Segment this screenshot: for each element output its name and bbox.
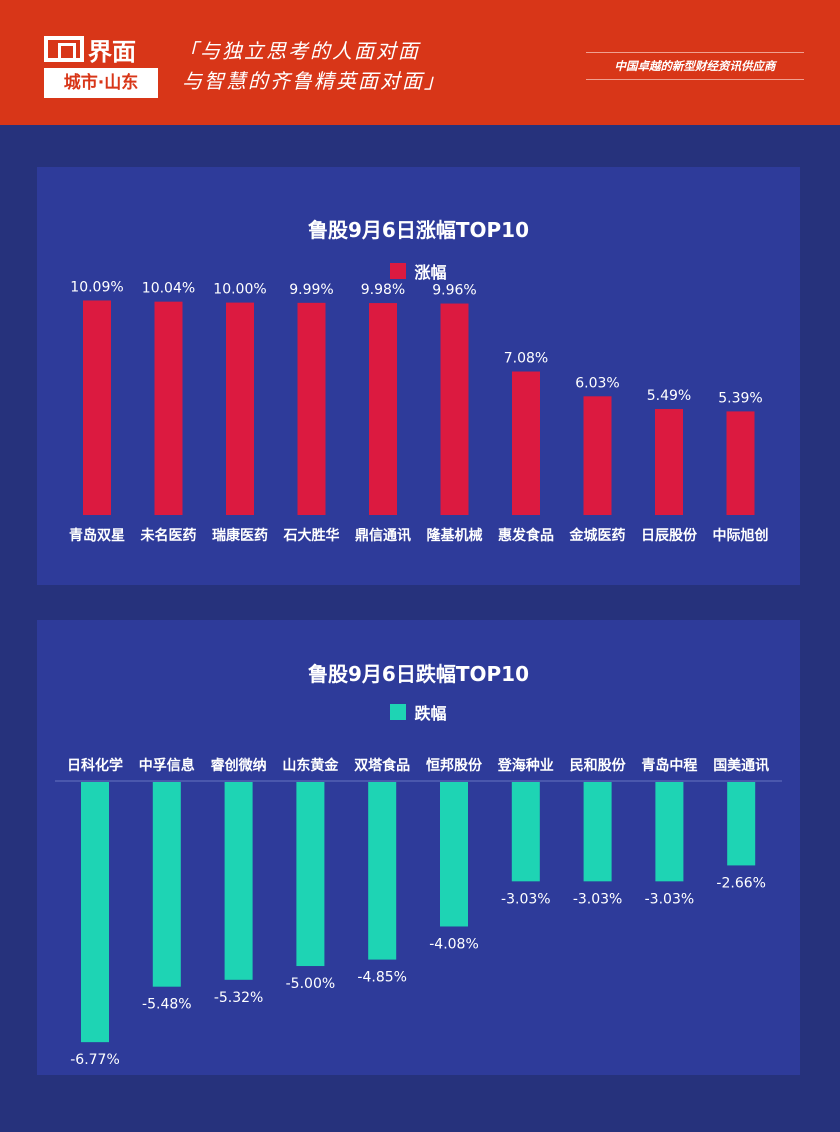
data-label: -3.03% [501, 891, 551, 907]
data-label: -6.77% [70, 1052, 120, 1068]
data-label: -5.48% [142, 997, 192, 1013]
data-label: 10.09% [70, 279, 123, 295]
data-label: -5.32% [214, 990, 264, 1006]
data-label: -2.66% [716, 875, 766, 891]
legend: 跌幅 [37, 700, 800, 724]
data-label: 9.99% [289, 282, 333, 298]
chart-title: 鲁股9月6日涨幅TOP10 [308, 218, 529, 242]
category-label: 鼎信通讯 [355, 527, 411, 544]
category-label: 日科化学 [67, 757, 123, 774]
legend-label: 跌幅 [414, 704, 447, 723]
category-label: 中孚信息 [139, 757, 195, 774]
category-label: 日辰股份 [641, 527, 698, 544]
data-label: -5.00% [286, 976, 336, 992]
bar [440, 782, 468, 927]
category-label: 金城医药 [569, 527, 626, 544]
bar [152, 782, 181, 987]
bar [727, 782, 756, 866]
legend-swatch [390, 704, 407, 720]
category-label: 惠发食品 [498, 527, 554, 544]
bar [224, 782, 253, 980]
category-label: 瑞康医药 [212, 527, 268, 544]
legend-swatch [390, 263, 407, 279]
bar [440, 303, 469, 515]
bar [583, 782, 612, 882]
data-label: 10.04% [142, 281, 195, 297]
data-label: -4.85% [357, 970, 407, 986]
bar [368, 782, 397, 960]
bar [655, 782, 684, 882]
fall-chart: -6.77% 日科化学 -5.48% 中孚信息 -5.32% 睿创微纳 -5.00% 山东黄金… [55, 757, 782, 1068]
category-label: 青岛双星 [69, 527, 125, 544]
logo-city: 城市·山东 [44, 68, 158, 98]
data-label: -3.03% [573, 891, 623, 907]
data-label: -4.08% [429, 936, 479, 952]
category-label: 双塔食品 [354, 757, 410, 774]
logo-icon [44, 36, 84, 62]
category-label: 睿创微纳 [210, 757, 267, 774]
category-label: 山东黄金 [282, 757, 339, 774]
category-label: 未名医药 [141, 527, 197, 544]
chart-title: 鲁股9月6日跌幅TOP10 [308, 662, 529, 686]
data-label: 9.96% [432, 283, 476, 299]
bar [297, 302, 326, 515]
data-label: -3.03% [645, 891, 695, 907]
bar [81, 782, 109, 1043]
data-label: 9.98% [361, 282, 405, 298]
bar [83, 300, 111, 515]
category-label: 隆基机械 [427, 527, 483, 544]
category-label: 恒邦股份 [426, 757, 483, 774]
category-label: 登海种业 [497, 757, 554, 774]
category-label: 中际旭创 [713, 527, 769, 544]
slogan-line1: 「与独立思考的人面对面 [178, 39, 420, 63]
data-label: 5.39% [718, 390, 762, 406]
data-label: 6.03% [575, 375, 619, 391]
bar [226, 302, 254, 515]
bar [655, 409, 683, 515]
logo: 界面 城市·山东 [44, 34, 160, 98]
category-label: 国美通讯 [713, 757, 769, 774]
category-label: 民和股份 [570, 757, 627, 774]
data-label: 5.49% [647, 388, 691, 404]
header: 界面 城市·山东 「与独立思考的人面对面 与智慧的齐鲁精英面对面」 中国卓越的新… [0, 0, 840, 125]
rise-chart: 10.09% 青岛双星 10.04% 未名医药 10.00% 瑞康医药 9.99% 石大胜华 9… [69, 279, 769, 544]
bar [154, 301, 183, 515]
rise-chart-panel: 鲁股9月6日涨幅TOP10 涨幅 10.09% 青岛双星 10.04% 未名医药 10.… [37, 167, 800, 585]
legend: 涨幅 [37, 259, 800, 283]
bar [726, 411, 755, 515]
logo-name: 界面 [88, 37, 136, 66]
bar [583, 396, 612, 515]
tagline: 中国卓越的新型财经资讯供应商 [586, 52, 804, 80]
fall-chart-panel: 鲁股9月6日跌幅TOP10 跌幅 -6.77% 日科化学 -5.48% 中孚信息 -5.… [37, 620, 800, 1075]
bar [296, 782, 325, 967]
bar [369, 303, 397, 515]
data-label: 7.08% [504, 351, 548, 367]
category-label: 石大胜华 [283, 527, 340, 544]
data-label: 10.00% [213, 282, 266, 298]
bar [512, 371, 540, 515]
slogan-line2: 与智慧的齐鲁精英面对面」 [182, 69, 446, 93]
slogan: 「与独立思考的人面对面 与智慧的齐鲁精英面对面」 [178, 36, 446, 96]
category-label: 青岛中程 [641, 757, 697, 774]
legend-label: 涨幅 [414, 263, 447, 282]
bar [511, 782, 540, 882]
